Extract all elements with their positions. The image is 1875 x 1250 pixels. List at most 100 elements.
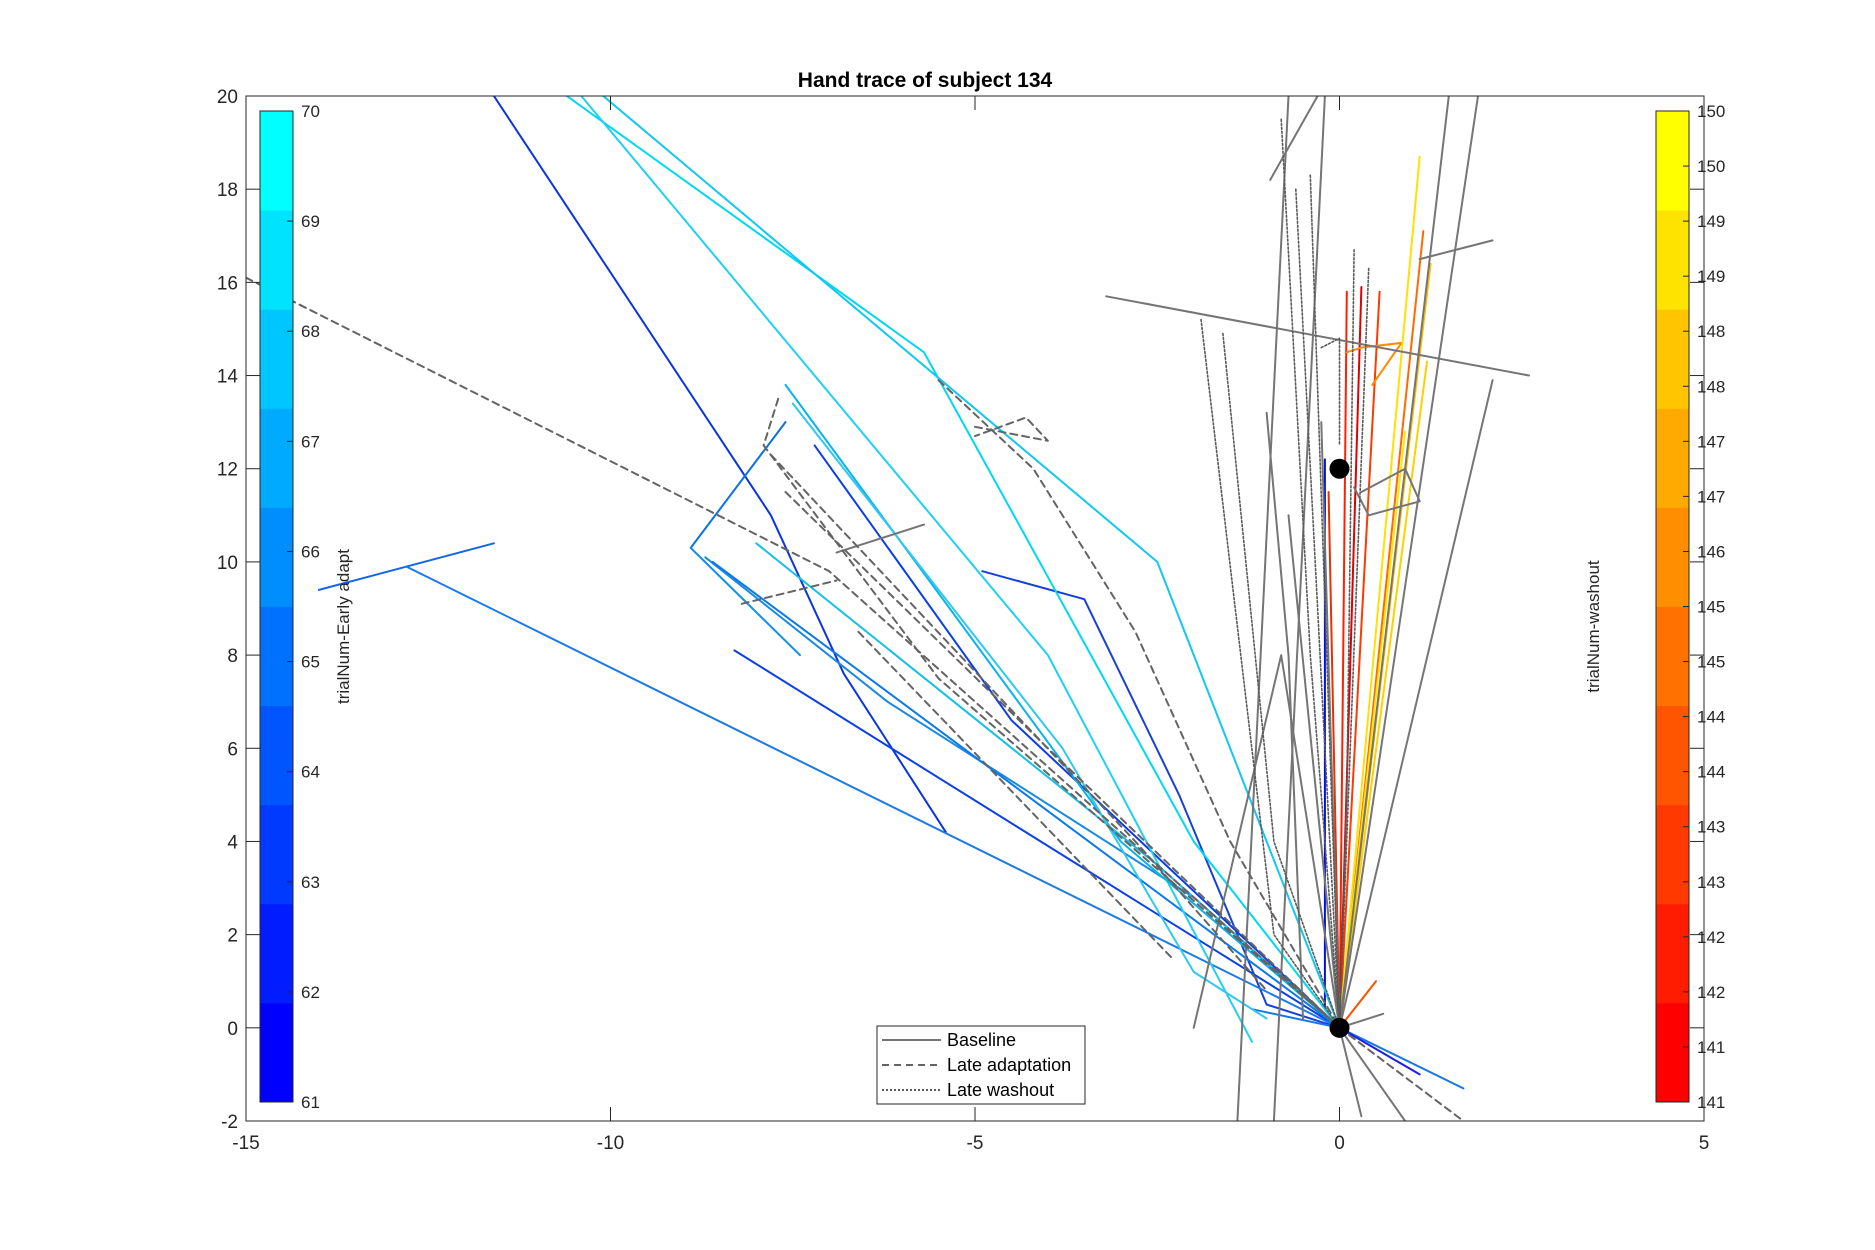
colorbar-segment <box>1656 606 1689 707</box>
colorbar-tick-label: 66 <box>301 542 320 561</box>
colorbar-tick-label: 150 <box>1697 157 1725 176</box>
trace-early-adapt-3 <box>981 570 1341 1029</box>
trace-late-adaptation-53 <box>769 453 1268 992</box>
trace-baseline-31 <box>1269 96 1319 181</box>
legend-label-baseline: Baseline <box>947 1030 1016 1050</box>
colorbar-segment <box>1656 111 1689 211</box>
colorbar-segment <box>1656 705 1689 806</box>
trace-early-adapt-7 <box>689 546 801 657</box>
trace-washout-21 <box>1338 290 1381 1029</box>
colorbar-tick-label: 69 <box>301 212 320 231</box>
y-tick-label: 12 <box>217 460 238 481</box>
colorbar-segment <box>1656 408 1689 508</box>
colorbar-segment <box>260 1002 293 1103</box>
trace-washout-25 <box>1345 341 1403 386</box>
trace-early-adapt-12 <box>1338 1026 1421 1076</box>
trace-baseline-39 <box>1265 411 1304 1020</box>
x-tick-label: 0 <box>1334 1133 1345 1154</box>
colorbar-segment <box>260 309 293 409</box>
colorbar-tick-label: 148 <box>1697 377 1725 396</box>
trace-layer <box>246 96 1530 1121</box>
colorbar-tick-label: 149 <box>1697 267 1725 286</box>
chart-title: Hand trace of subject 134 <box>798 69 1053 92</box>
legend-label-late-adaptation: Late adaptation <box>947 1055 1071 1075</box>
colorbar-segment <box>260 111 293 211</box>
colorbar-tick-label: 143 <box>1697 818 1725 837</box>
y-tick-label: 14 <box>217 367 239 388</box>
trace-baseline-30 <box>1105 295 1530 377</box>
y-tick-label: 0 <box>227 1019 238 1040</box>
trace-early-adapt-14 <box>602 96 1341 1029</box>
trace-late-washout-56 <box>1200 318 1341 1029</box>
colorbar-tick-label: 147 <box>1697 487 1725 506</box>
trace-washout-19 <box>1338 290 1348 1029</box>
colorbar-segment <box>1656 903 1689 1004</box>
colorbar-tick-label: 61 <box>301 1093 320 1112</box>
marker-layer <box>1329 458 1350 1038</box>
trace-baseline-44 <box>1338 1026 1363 1118</box>
trace-baseline-33 <box>1236 96 1290 1121</box>
trace-late-adaptation-51 <box>740 579 838 605</box>
trace-late-adaptation-48 <box>762 397 1341 1029</box>
trace-early-adapt-13 <box>565 96 1341 1029</box>
trace-early-adapt-1 <box>733 649 1341 1029</box>
trace-early-adapt-0 <box>492 96 947 834</box>
y-tick-label: 20 <box>217 87 238 108</box>
y-tick-label: 18 <box>217 180 238 201</box>
colorbar-tick-label: 67 <box>301 432 320 451</box>
x-tick-label: -15 <box>232 1133 259 1154</box>
trace-late-washout-58 <box>1295 188 1341 1029</box>
trace-baseline-41 <box>1287 514 1341 1029</box>
colorbar-left: 61 62 63 64 65 66 67 68 69 70 trialNum-Early adapt <box>259 102 353 1112</box>
trace-early-adapt-18 <box>791 402 1268 1020</box>
plot-area-background <box>246 96 1704 1121</box>
colorbar-tick-label: 141 <box>1697 1093 1725 1112</box>
y-tick-label: 4 <box>227 832 238 853</box>
colorbar-right: 141 141 142 142 143 143 144 144 145 145 146 147 147 1… <box>1584 102 1725 1112</box>
trace-baseline-34 <box>1272 96 1326 1121</box>
trace-late-washout-61 <box>1338 267 1370 1029</box>
marker-target <box>1329 458 1350 479</box>
y-tick-label: -2 <box>221 1112 238 1133</box>
colorbar-tick-label: 143 <box>1697 873 1725 892</box>
colorbar-tick-label: 144 <box>1697 708 1725 727</box>
trace-baseline-38 <box>1192 654 1341 1029</box>
colorbar-tick-label: 145 <box>1697 653 1725 672</box>
y-tick-label: 10 <box>217 553 238 574</box>
colorbar-tick-label: 150 <box>1697 102 1725 121</box>
colorbar-segment <box>260 210 293 310</box>
colorbar-tick-label: 62 <box>301 983 320 1002</box>
colorbar-segment <box>1656 309 1689 409</box>
colorbar-tick-label: 147 <box>1697 432 1725 451</box>
colorbar-label: trialNum-washout <box>1584 560 1603 693</box>
colorbar-tick-label: 142 <box>1697 983 1725 1002</box>
colorbar-tick-label: 145 <box>1697 598 1725 617</box>
trace-early-adapt-15 <box>580 96 1253 1043</box>
marker-start <box>1329 1017 1350 1038</box>
trace-late-adaptation-50 <box>974 416 1049 442</box>
y-tick-label: 16 <box>217 273 238 294</box>
legend-label-late-washout: Late washout <box>947 1080 1054 1100</box>
trace-late-adaptation-47 <box>246 276 1341 1029</box>
colorbar-frame <box>259 110 294 1103</box>
trace-early-adapt-2 <box>813 444 1341 1029</box>
trace-late-adaptation-54 <box>857 630 1173 959</box>
trace-early-adapt-6 <box>689 421 787 549</box>
y-tick-label: 2 <box>227 926 238 947</box>
colorbar-segment <box>260 408 293 508</box>
trace-late-washout-62 <box>1222 332 1341 1029</box>
colorbar-segment <box>1656 210 1689 310</box>
colorbar-tick-label: 142 <box>1697 928 1725 947</box>
colorbar-segment <box>1656 1002 1689 1103</box>
trace-washout-27 <box>1338 155 1421 1029</box>
colorbar-tick-label: 64 <box>301 763 320 782</box>
x-tick-label: -10 <box>597 1133 624 1154</box>
colorbar-segment <box>1656 507 1689 607</box>
trace-baseline-36 <box>1338 96 1479 1029</box>
colorbar-tick-label: 146 <box>1697 542 1725 561</box>
trace-late-adaptation-55 <box>1338 1026 1465 1121</box>
trace-late-adaptation-49 <box>937 379 1341 1029</box>
trace-baseline-35 <box>1338 96 1450 1029</box>
